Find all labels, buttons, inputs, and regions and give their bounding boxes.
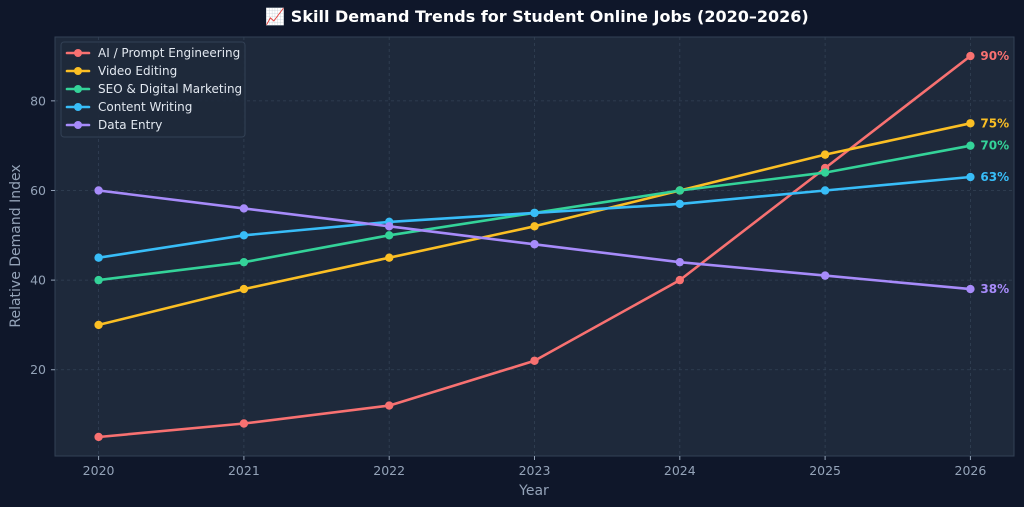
data-point: [239, 284, 249, 294]
data-point: [530, 222, 539, 231]
series-1: 90%: [94, 49, 1009, 442]
data-point: [675, 257, 685, 267]
data-point: [820, 168, 830, 177]
data-label: 90%: [980, 49, 1009, 63]
legend-marker: [74, 49, 82, 57]
data-point: [239, 231, 249, 240]
series-layer: 90% 75% 70% 63% 38%: [94, 49, 1009, 442]
legend-marker: [74, 103, 82, 111]
data-point: [966, 51, 975, 61]
y-tick-label: 20: [30, 362, 46, 377]
data-point: [384, 401, 394, 410]
x-axis-label: Year: [518, 483, 549, 499]
legend-label: Video Editing: [98, 64, 177, 78]
x-tick-label: 2021: [228, 463, 260, 478]
legend-label: Content Writing: [98, 100, 192, 114]
grid-lines: [55, 37, 1014, 456]
chart-title: 📈 Skill Demand Trends for Student Online…: [265, 7, 808, 26]
data-point: [384, 253, 394, 262]
legend-item: Video Editing: [65, 64, 177, 78]
x-tick-label: 2026: [955, 463, 987, 478]
x-tick-label: 2023: [519, 463, 551, 478]
x-tick-label: 2025: [809, 463, 841, 478]
data-point: [239, 204, 249, 213]
x-tick-label: 2022: [373, 463, 405, 478]
data-point: [530, 208, 539, 218]
legend-item: AI / Prompt Engineering: [65, 46, 240, 60]
x-tick-label: 2020: [83, 463, 115, 478]
legend-marker: [74, 121, 82, 129]
legend-marker: [74, 85, 82, 93]
y-tick-label: 40: [30, 273, 46, 288]
legend-item: SEO & Digital Marketing: [65, 82, 242, 96]
data-point: [94, 253, 103, 262]
data-point: [94, 320, 103, 330]
data-label: 75%: [980, 116, 1009, 130]
y-tick-label: 80: [30, 93, 46, 108]
data-label: 63%: [980, 170, 1009, 184]
data-point: [239, 257, 249, 267]
data-point: [820, 150, 830, 159]
legend-marker: [74, 67, 82, 75]
data-point: [530, 240, 539, 249]
data-point: [94, 432, 103, 442]
data-point: [966, 119, 975, 128]
legend-item: Content Writing: [65, 100, 192, 114]
data-point: [94, 186, 103, 195]
x-axis: 2020 2021 2022 2023 2024 2025 2026: [83, 456, 987, 478]
data-point: [966, 284, 975, 294]
series-5: 38%: [94, 186, 1009, 296]
data-point: [966, 141, 975, 150]
y-axis: 20 40 60 80: [30, 93, 55, 377]
data-point: [239, 419, 249, 428]
data-point: [94, 275, 103, 285]
legend: AI / Prompt Engineering Video Editing SEO …: [60, 41, 246, 138]
legend-label: AI / Prompt Engineering: [98, 46, 240, 60]
data-point: [384, 231, 394, 240]
data-label: 38%: [980, 282, 1009, 296]
data-label: 70%: [980, 139, 1009, 153]
data-point: [966, 172, 975, 182]
data-point: [675, 186, 685, 195]
legend-label: SEO & Digital Marketing: [98, 82, 242, 96]
legend-label: Data Entry: [98, 118, 162, 132]
legend-item: Data Entry: [65, 118, 162, 132]
data-point: [530, 356, 539, 365]
data-point: [820, 271, 830, 280]
data-point: [820, 186, 830, 195]
y-axis-label: Relative Demand Index: [8, 164, 24, 327]
series-4: 63%: [94, 170, 1009, 262]
data-point: [675, 275, 685, 285]
data-point: [675, 199, 685, 209]
x-tick-label: 2024: [664, 463, 696, 478]
legend-box: [60, 41, 246, 138]
series-2: 75%: [94, 116, 1009, 330]
y-tick-label: 60: [30, 183, 46, 198]
data-point: [384, 222, 394, 231]
